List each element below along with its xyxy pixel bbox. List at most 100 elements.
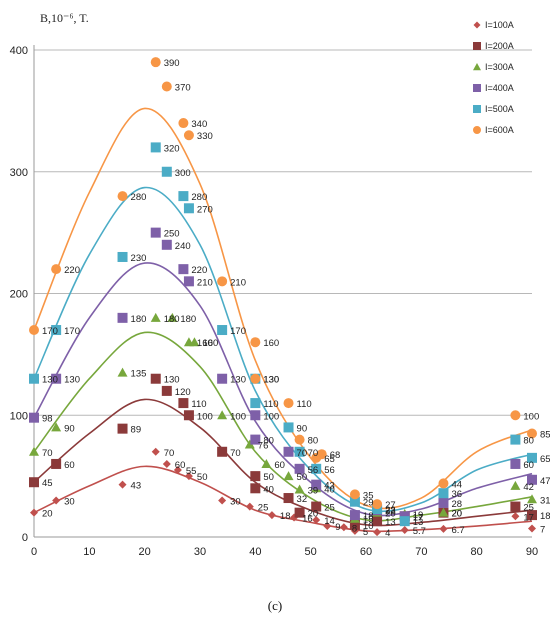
point-marker	[161, 81, 172, 92]
point-marker	[510, 480, 521, 490]
data-label: 30	[230, 496, 241, 507]
y-tick-label: 300	[10, 167, 28, 179]
point-marker	[311, 501, 322, 512]
point-marker	[118, 480, 127, 489]
data-label: 35	[363, 490, 374, 501]
point-marker	[294, 463, 305, 474]
data-label: 29	[363, 498, 374, 509]
point-marker	[510, 458, 521, 469]
point-marker	[178, 398, 189, 409]
data-label: 65	[324, 454, 335, 465]
point-marker	[473, 42, 481, 50]
fit-curve	[33, 107, 533, 510]
point-marker	[183, 410, 194, 421]
point-marker	[473, 84, 481, 92]
data-label: 13	[413, 517, 424, 528]
point-marker	[183, 276, 194, 287]
x-tick-label: 20	[139, 546, 151, 558]
point-marker	[511, 512, 520, 521]
data-label: 120	[175, 387, 191, 398]
point-marker	[29, 446, 39, 456]
data-label: 70	[230, 448, 241, 459]
y-tick-label: 0	[22, 532, 28, 544]
point-marker	[161, 166, 172, 177]
data-label: 89	[131, 425, 142, 436]
point-marker	[117, 251, 128, 262]
data-label: 45	[42, 478, 53, 489]
point-marker	[527, 510, 537, 521]
data-label: 16	[302, 514, 313, 525]
point-marker	[117, 423, 128, 434]
point-marker	[151, 447, 160, 456]
data-label: 320	[164, 143, 180, 154]
data-label: 40	[263, 484, 274, 495]
point-marker	[294, 434, 305, 445]
data-label: 70	[308, 448, 319, 459]
point-marker	[339, 523, 348, 532]
data-label: 18	[540, 511, 550, 522]
data-label: 70	[297, 448, 308, 459]
data-label: 14	[324, 516, 335, 527]
point-marker	[283, 398, 294, 409]
data-label: 56	[308, 465, 319, 476]
point-marker	[283, 422, 294, 433]
data-label: 280	[191, 192, 207, 203]
y-tick-label: 200	[10, 289, 28, 301]
figure-caption: (c)	[267, 598, 283, 613]
point-marker	[29, 477, 39, 488]
point-marker	[244, 439, 255, 449]
data-label: 180	[164, 314, 180, 325]
point-marker	[438, 497, 449, 508]
fit-curve	[33, 186, 533, 513]
point-marker	[250, 337, 261, 348]
point-marker	[51, 422, 62, 432]
data-label: 25	[258, 503, 269, 514]
x-tick-label: 80	[471, 546, 483, 558]
point-marker	[473, 63, 481, 71]
point-marker	[283, 446, 294, 457]
data-label: 4	[385, 528, 390, 539]
point-marker	[473, 21, 481, 29]
data-label: 23	[385, 505, 396, 516]
data-label: 32	[297, 494, 308, 505]
point-marker	[283, 493, 294, 504]
point-marker	[161, 385, 172, 396]
data-label: 210	[230, 277, 246, 288]
data-label: 180	[131, 314, 147, 325]
y-tick-label: 400	[10, 45, 28, 57]
data-label: 130	[64, 375, 80, 386]
data-label: 220	[191, 265, 207, 276]
point-marker	[311, 479, 322, 490]
data-label: 31	[540, 495, 550, 506]
data-label: 330	[197, 131, 213, 142]
data-label: 9	[335, 522, 340, 533]
fit-curve	[33, 262, 533, 517]
data-label: 130	[263, 375, 279, 386]
data-label: 20	[451, 509, 462, 520]
data-label: 40	[324, 484, 335, 495]
data-label: 135	[131, 369, 147, 380]
point-marker	[316, 449, 327, 460]
legend-entry: I=100A	[485, 20, 514, 30]
data-label: 47	[540, 476, 550, 487]
data-label: 13	[385, 517, 396, 528]
point-marker	[173, 466, 182, 475]
data-label: 390	[164, 58, 180, 69]
data-label: 43	[131, 481, 142, 492]
point-marker	[349, 496, 360, 507]
point-marker	[527, 452, 537, 463]
data-label: 5.7	[413, 526, 426, 537]
data-label: 22	[385, 506, 396, 517]
point-marker	[267, 511, 276, 520]
data-label: 76	[258, 440, 269, 451]
data-label: 80	[308, 436, 319, 447]
x-tick-label: 0	[31, 546, 37, 558]
point-marker	[217, 276, 228, 287]
point-marker	[283, 471, 294, 481]
data-label: 170	[42, 326, 58, 337]
y-axis-label: B,10⁻⁶, T.	[40, 11, 89, 25]
data-label: 90	[64, 423, 75, 434]
fit-curves	[33, 107, 533, 533]
data-label: 18	[280, 511, 291, 522]
